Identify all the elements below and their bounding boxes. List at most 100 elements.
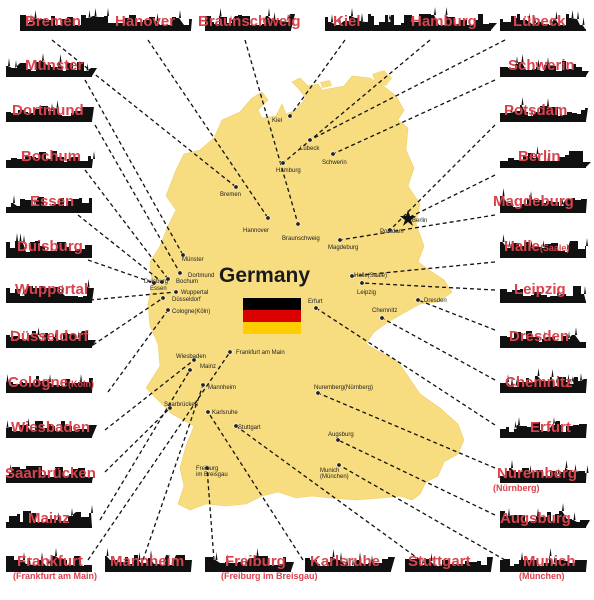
- dortmund-city-dot: [177, 270, 183, 276]
- frankfurt-name: Frankfurt: [17, 553, 83, 570]
- frankfurt-map-label: Frankfurt am Main: [236, 350, 285, 356]
- bremen-skyline-icon: [20, 8, 112, 31]
- dortmund-label: Dortmund: [12, 103, 84, 118]
- wiesbaden-label: Wiesbaden: [11, 420, 90, 435]
- hamburg-leader-line: [282, 39, 431, 164]
- kiel-skyline-icon: [325, 8, 412, 31]
- kiel-city-dot: [287, 113, 293, 119]
- halle-map-label: Halle(Saale): [354, 273, 388, 279]
- lubeck-map-label: Lübeck: [300, 146, 320, 152]
- augsburg-name: Augsburg: [500, 510, 571, 527]
- braunschweig-city-dot: [295, 221, 301, 227]
- wuppertal-label: Wuppertal: [15, 282, 88, 297]
- magdeburg-map-label: Magdeburg: [328, 245, 359, 251]
- dresden-skyline-icon: [500, 327, 586, 348]
- halle-skyline-icon: [500, 234, 589, 258]
- potsdam-leader-line: [389, 124, 496, 231]
- karlsruhe-name: Karlsruhe: [310, 553, 381, 570]
- magdeburg-city-dot: [337, 237, 343, 243]
- dortmund-leader-line: [94, 124, 181, 274]
- chemnitz-name: Chemnitz: [505, 374, 573, 391]
- essen-label: Essen: [30, 194, 74, 209]
- wuppertal-name: Wuppertal: [15, 281, 89, 298]
- mannheim-map-label: Mannheim: [208, 385, 237, 391]
- germany-flag: [243, 298, 301, 334]
- bochum-name: Bochum: [21, 148, 81, 165]
- mainz-name: Mainz: [28, 510, 70, 527]
- freiburg-label: Freiburg: [225, 554, 286, 569]
- magdeburg-leader-line: [339, 214, 496, 241]
- cologne-city-dot: [165, 307, 171, 313]
- wuppertal-map-label: Wuppertal: [181, 290, 209, 296]
- munich-skyline-icon: [500, 548, 587, 572]
- munster-city-dot: [180, 252, 186, 258]
- karlsruhe-map-label: Karlsruhe: [212, 410, 238, 416]
- berlin-skyline-icon: [500, 146, 591, 168]
- augsburg-skyline-icon: [500, 503, 590, 528]
- karlsruhe-leader-line: [207, 411, 304, 561]
- lubeck-label: Lübeck: [513, 14, 566, 29]
- bremen-name: Bremen: [25, 13, 81, 30]
- stuttgart-skyline-icon: [405, 553, 493, 572]
- frankfurt-label: Frankfurt: [17, 554, 83, 569]
- cologne-skyline-icon: [6, 374, 93, 393]
- leipzig-label: Leipzig: [514, 282, 566, 297]
- augsburg-leader-line: [337, 439, 496, 516]
- braunschweig-skyline-icon: [205, 8, 295, 31]
- erfurt-leader-line: [315, 307, 496, 426]
- braunschweig-leader-line: [244, 39, 299, 225]
- city-dots: [151, 113, 421, 471]
- stuttgart-leader-line: [235, 425, 421, 561]
- cologne-name: Cologne: [8, 374, 68, 391]
- bremen-label: Bremen: [25, 14, 81, 29]
- lubeck-skyline-icon: [500, 10, 587, 31]
- hannover-map-label: Hannover: [243, 228, 270, 234]
- mainz-skyline-icon: [6, 505, 95, 528]
- wiesbaden-leader-line: [104, 359, 195, 431]
- duisburg-city-dot: [151, 280, 157, 286]
- munich-name: Munich: [523, 553, 576, 570]
- essen-name: Essen: [30, 193, 75, 210]
- stuttgart-label: Stuttgart: [408, 554, 471, 569]
- duisburg-name: Duisburg: [17, 238, 83, 255]
- bochum-label: Bochum: [21, 149, 81, 164]
- essen-skyline-icon: [6, 195, 92, 213]
- magdeburg-skyline-icon: [500, 188, 587, 213]
- hannover-city-dot: [265, 215, 271, 221]
- potsdam-city-dot: [387, 227, 393, 233]
- dortmund-map-label: Dortmund: [188, 273, 215, 279]
- halle-subname: (Saale): [539, 243, 570, 253]
- braunschweig-label: Braunschweig: [198, 14, 301, 29]
- wiesbaden-map-label: Wiesbaden: [176, 354, 207, 360]
- berlin-map-label: Berlin: [412, 218, 428, 224]
- berlin-leader-line: [407, 174, 496, 219]
- chemnitz-city-dot: [379, 315, 385, 321]
- stuttgart-map-label: Stuttgart: [238, 425, 261, 431]
- leader-lines: [51, 39, 506, 561]
- hamburg-map-label: Hamburg: [276, 168, 301, 174]
- leipzig-city-dot: [359, 280, 365, 286]
- saarbrucken-leader-line: [104, 407, 171, 473]
- mannheim-leader-line: [142, 384, 204, 561]
- munich-label: Munich: [523, 554, 576, 569]
- erfurt-label: Erfurt: [530, 420, 571, 435]
- berlin-name: Berlin: [518, 148, 561, 165]
- mannheim-name: Mannheim: [110, 553, 185, 570]
- cologne-subname: (Köln): [68, 379, 94, 389]
- dortmund-name: Dortmund: [12, 102, 84, 119]
- halle-city-dot: [349, 273, 355, 279]
- saarbrucken-name: Saarbrücken: [5, 465, 96, 482]
- potsdam-label: Potsdam: [504, 103, 567, 118]
- flag-gold-stripe: [243, 322, 301, 334]
- chemnitz-skyline-icon: [500, 368, 587, 393]
- duisburg-map-label: Duisburg: [144, 279, 169, 285]
- cologne-leader-line: [107, 309, 169, 393]
- wiesbaden-skyline-icon: [6, 418, 97, 438]
- freiburg-skyline-icon: [205, 548, 294, 572]
- bochum-skyline-icon: [6, 151, 97, 168]
- lubeck-name: Lübeck: [513, 13, 566, 30]
- munich-city-dot: [336, 462, 342, 468]
- kiel-leader-line: [289, 39, 346, 117]
- nuremberg-name: Nuremberg: [497, 465, 578, 482]
